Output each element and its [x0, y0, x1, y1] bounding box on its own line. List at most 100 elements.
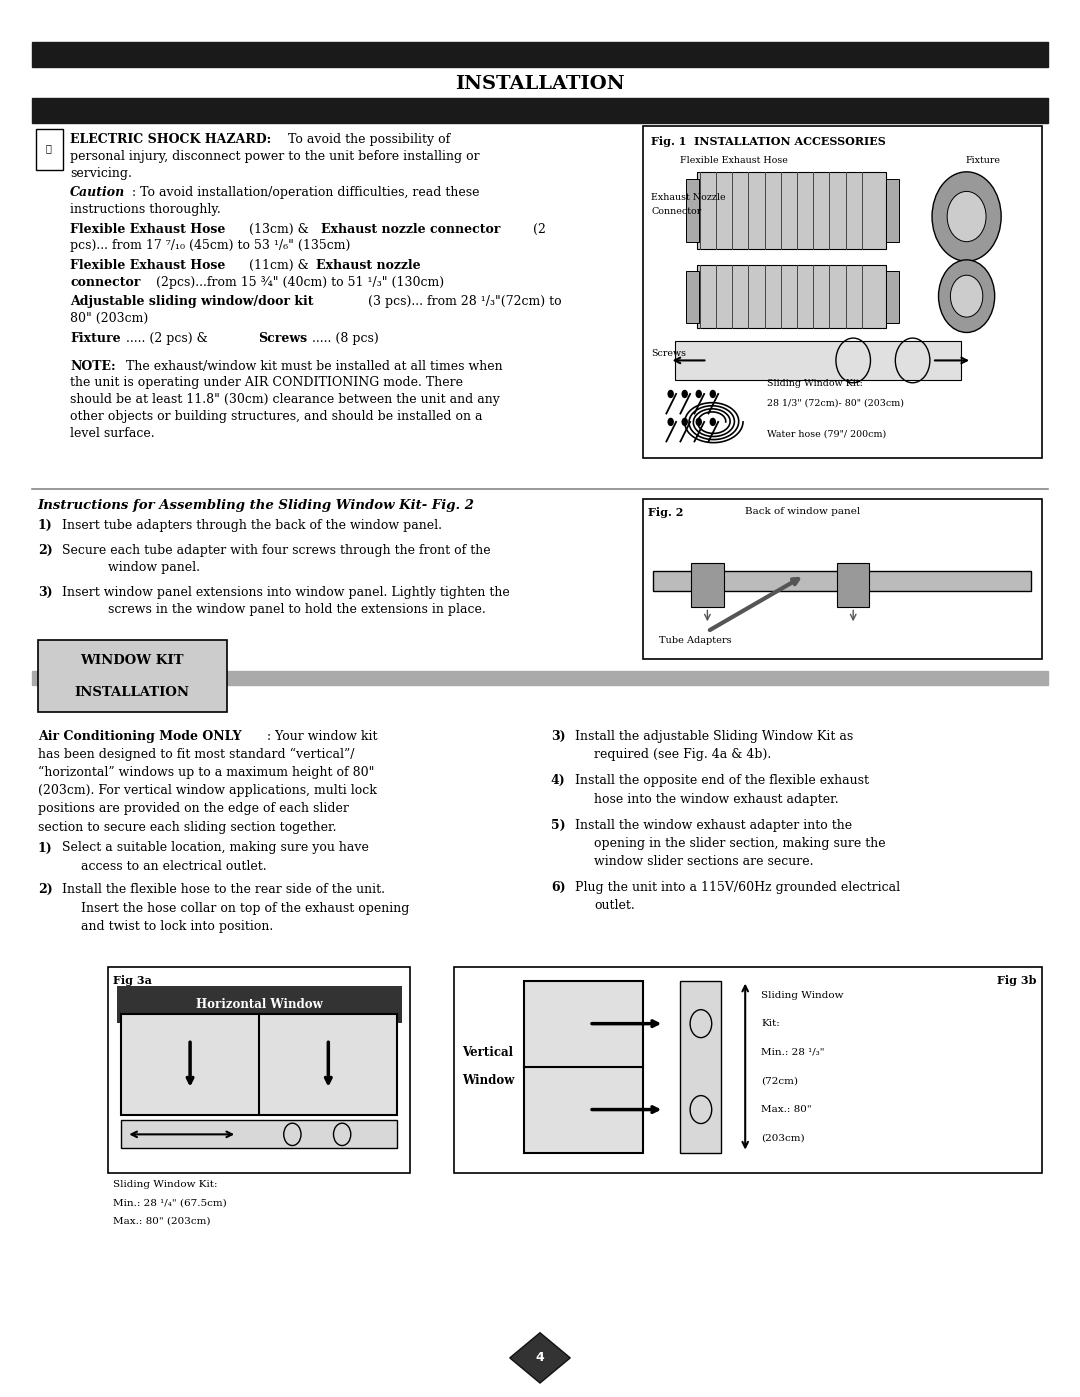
Text: 🔌: 🔌: [45, 142, 52, 154]
Circle shape: [950, 275, 983, 317]
Bar: [697, 172, 886, 249]
Text: Install the flexible hose to the rear side of the unit.: Install the flexible hose to the rear si…: [62, 883, 384, 897]
Bar: [524, 981, 643, 1153]
Circle shape: [947, 191, 986, 242]
Text: NOTE:: NOTE:: [70, 359, 116, 373]
Text: Flexible Exhaust Hose: Flexible Exhaust Hose: [70, 222, 226, 236]
Bar: [117, 986, 402, 1023]
Text: Vertical: Vertical: [462, 1046, 513, 1059]
Text: required (see Fig. 4a & 4b).: required (see Fig. 4a & 4b).: [594, 747, 771, 761]
Text: outlet.: outlet.: [594, 898, 635, 912]
Text: (203cm): (203cm): [761, 1134, 805, 1143]
Text: Kit:: Kit:: [761, 1020, 780, 1028]
Text: Exhaust nozzle connector: Exhaust nozzle connector: [321, 222, 500, 236]
Text: other objects or building structures, and should be installed on a: other objects or building structures, an…: [70, 409, 483, 423]
Text: 4: 4: [536, 1351, 544, 1365]
Circle shape: [681, 418, 688, 426]
Bar: [886, 179, 899, 242]
Bar: [121, 1014, 397, 1115]
Text: Fixture: Fixture: [966, 156, 1000, 165]
Text: hose into the window exhaust adapter.: hose into the window exhaust adapter.: [594, 792, 839, 806]
Text: ..... (8 pcs): ..... (8 pcs): [312, 331, 379, 345]
Text: 80" (203cm): 80" (203cm): [70, 312, 148, 326]
Text: The exhaust/window kit must be installed at all times when: The exhaust/window kit must be installed…: [122, 359, 502, 373]
Text: Window: Window: [462, 1074, 514, 1087]
Text: access to an electrical outlet.: access to an electrical outlet.: [81, 859, 267, 873]
Text: servicing.: servicing.: [70, 166, 132, 180]
Text: (203cm). For vertical window applications, multi lock: (203cm). For vertical window application…: [38, 784, 377, 798]
Text: Insert window panel extensions into window panel. Lightly tighten the: Insert window panel extensions into wind…: [62, 585, 510, 599]
Bar: [686, 271, 699, 323]
Text: 2): 2): [38, 883, 53, 897]
Text: Exhaust Nozzle: Exhaust Nozzle: [651, 193, 726, 201]
Text: Screws: Screws: [258, 331, 307, 345]
Text: level surface.: level surface.: [70, 426, 154, 440]
Bar: [32, 42, 1048, 67]
Text: Horizontal Window: Horizontal Window: [195, 997, 323, 1011]
Text: Sliding Window Kit:: Sliding Window Kit:: [767, 380, 863, 388]
Text: opening in the slider section, making sure the: opening in the slider section, making su…: [594, 837, 886, 851]
Text: Max.: 80" (203cm): Max.: 80" (203cm): [113, 1217, 211, 1225]
Text: has been designed to fit most standard “vertical”/: has been designed to fit most standard “…: [38, 747, 354, 761]
Text: : Your window kit: : Your window kit: [267, 729, 377, 743]
Text: To avoid the possibility of: To avoid the possibility of: [284, 133, 450, 147]
Text: Caution: Caution: [70, 186, 125, 200]
Text: connector: connector: [70, 275, 140, 289]
Text: Select a suitable location, making sure you have: Select a suitable location, making sure …: [62, 841, 368, 855]
Text: 28 1/3" (72cm)- 80" (203cm): 28 1/3" (72cm)- 80" (203cm): [767, 400, 904, 408]
Text: INSTALLATION: INSTALLATION: [75, 686, 190, 698]
Text: 3): 3): [551, 729, 566, 743]
Bar: [643, 499, 1042, 659]
Bar: [32, 98, 1048, 123]
Text: Install the opposite end of the flexible exhaust: Install the opposite end of the flexible…: [575, 774, 868, 788]
Text: ELECTRIC SHOCK HAZARD:: ELECTRIC SHOCK HAZARD:: [70, 133, 271, 147]
Bar: [886, 271, 899, 323]
Text: (13cm) &: (13cm) &: [245, 222, 313, 236]
Text: 4): 4): [551, 774, 566, 788]
Bar: [691, 563, 724, 608]
Circle shape: [939, 260, 995, 332]
Text: Fig 3a: Fig 3a: [113, 975, 152, 986]
Text: ..... (2 pcs) &: ..... (2 pcs) &: [126, 331, 212, 345]
Circle shape: [667, 390, 674, 398]
Text: personal injury, disconnect power to the unit before installing or: personal injury, disconnect power to the…: [70, 149, 480, 163]
Text: Fig. 1  INSTALLATION ACCESSORIES: Fig. 1 INSTALLATION ACCESSORIES: [651, 136, 886, 147]
Text: 5): 5): [551, 819, 566, 833]
Text: the unit is operating under AIR CONDITIONING mode. There: the unit is operating under AIR CONDITIO…: [70, 376, 463, 390]
Text: Screws: Screws: [651, 349, 686, 358]
Text: and twist to lock into position.: and twist to lock into position.: [81, 919, 273, 933]
Bar: [680, 981, 721, 1153]
Circle shape: [696, 418, 702, 426]
Text: section to secure each sliding section together.: section to secure each sliding section t…: [38, 820, 336, 834]
Text: Sliding Window: Sliding Window: [761, 990, 843, 999]
Text: Min.: 28 ¹/₃": Min.: 28 ¹/₃": [761, 1048, 825, 1056]
Text: window panel.: window panel.: [108, 560, 200, 574]
Bar: [653, 571, 1031, 591]
Bar: [32, 671, 1048, 685]
Text: (11cm) &: (11cm) &: [245, 258, 313, 272]
Text: : To avoid installation/operation difficulties, read these: : To avoid installation/operation diffic…: [132, 186, 480, 200]
Text: 2): 2): [38, 543, 53, 557]
Text: WINDOW KIT: WINDOW KIT: [81, 654, 184, 666]
Bar: [454, 967, 1042, 1173]
Circle shape: [681, 390, 688, 398]
Text: “horizontal” windows up to a maximum height of 80": “horizontal” windows up to a maximum hei…: [38, 766, 374, 780]
Text: Install the adjustable Sliding Window Kit as: Install the adjustable Sliding Window Ki…: [575, 729, 853, 743]
Text: pcs)... from 17 ⁷/₁₀ (45cm) to 53 ¹/₆" (135cm): pcs)... from 17 ⁷/₁₀ (45cm) to 53 ¹/₆" (…: [70, 239, 351, 253]
Text: positions are provided on the edge of each slider: positions are provided on the edge of ea…: [38, 802, 349, 816]
Text: 1): 1): [38, 518, 53, 532]
Bar: [36, 129, 63, 170]
Text: INSTALLATION: INSTALLATION: [455, 75, 625, 92]
Text: (3 pcs)... from 28 ¹/₃"(72cm) to: (3 pcs)... from 28 ¹/₃"(72cm) to: [364, 295, 562, 309]
Text: screws in the window panel to hold the extensions in place.: screws in the window panel to hold the e…: [108, 602, 486, 616]
Text: Adjustable sliding window/door kit: Adjustable sliding window/door kit: [70, 295, 313, 309]
Text: Insert tube adapters through the back of the window panel.: Insert tube adapters through the back of…: [62, 518, 442, 532]
Text: (2: (2: [529, 222, 546, 236]
Bar: [675, 341, 961, 380]
Bar: [121, 1120, 397, 1148]
Text: 3): 3): [38, 585, 53, 599]
Bar: [643, 126, 1042, 458]
Text: Air Conditioning Mode ONLY: Air Conditioning Mode ONLY: [38, 729, 242, 743]
Bar: [108, 967, 410, 1173]
Bar: [837, 563, 869, 608]
